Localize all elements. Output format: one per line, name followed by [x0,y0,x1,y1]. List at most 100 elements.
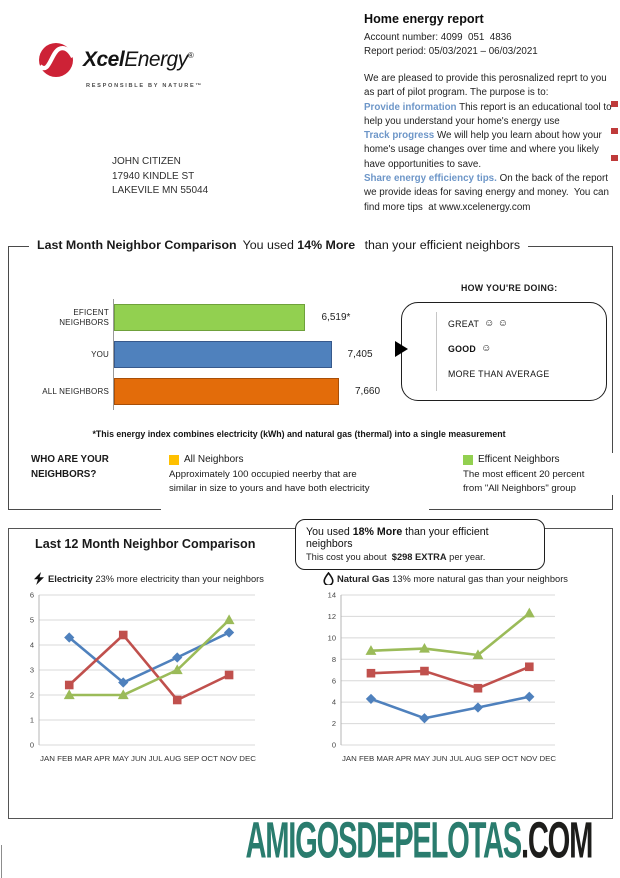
xcel-swirl-icon [38,43,75,77]
intro-text: We will help you learn about how your ho… [364,130,605,170]
svg-text:0: 0 [332,741,336,750]
xcel-energy-logo: XcelEnergy® RESPONSIBLE BY NATURE™ [36,40,203,89]
svg-text:10: 10 [328,633,336,642]
rating-pointer-icon [395,341,408,357]
smiley-icon: ☺ [481,343,492,354]
bar-row: 7,405 [114,336,380,373]
bar-all-neighbors [114,378,339,405]
how-youre-doing-box: GREAT ☺ ☺ GOOD ☺ MORE THAN AVERAGE [395,302,607,401]
usage-more-percent: 18% More [352,526,403,538]
report-header: Home energy report Account number: 4099 … [364,12,616,215]
svg-text:8: 8 [332,655,336,664]
droplet-icon [323,572,334,585]
bar-row: 6,519* [114,299,380,336]
how-youre-doing-title: HOW YOU'RE DOING: [461,283,558,293]
svg-text:14: 14 [328,591,336,600]
svg-text:12: 12 [328,612,336,621]
efficient-neighbors-desc: from "All Neighbors" group [463,482,576,494]
bar-row: 7,660 [114,373,380,410]
bar-category-label: YOU [91,349,109,359]
intro-text: On the back of the report we provide ide… [364,173,612,213]
all-neighbors-label: All Neighbors [184,454,244,465]
rating-level-great: GREAT ☺ ☺ [448,318,509,329]
last-12-month-comparison-section: Last 12 Month Neighbor Comparison You us… [8,519,613,819]
section1-title: Last Month Neighbor Comparison You used 1… [29,238,529,252]
redaction-mark [611,155,618,161]
recipient-name: JOHN CITIZEN [112,156,181,167]
logo-brand-light: Energy [124,48,188,71]
efficient-neighbors-swatch-icon [463,454,473,465]
intro-text: We are pleased to provide this perosnali… [364,73,610,99]
site-watermark: AMIGOSDEPELOTAS.COM [245,810,593,869]
bar-you [114,341,332,368]
watermark-tld: .COM [520,811,593,869]
bar-value-label: 6,519* [321,312,351,323]
svg-text:4: 4 [332,698,336,707]
bar-category-label: ALL NEIGHBORS [42,386,109,396]
intro-link-text: Share energy efficiency tips. [364,173,497,185]
energy-index-footnote: *This energy index combines electricity … [92,429,506,439]
page-edge-line [1,845,2,878]
usage-cost-callout: You used 18% More than your efficient ne… [295,519,545,570]
rating-level-good: GOOD ☺ [448,343,492,354]
legend-all-neighbors: All Neighbors Approximately 100 occupied… [169,453,431,499]
how-box-divider [436,312,437,391]
all-neighbors-desc: similar in size to yours and have both e… [169,482,370,494]
border-gap [161,507,429,511]
svg-text:3: 3 [30,666,34,675]
electricity-line-chart: 0 1 2 3 4 5 6 JAN FEB MAR APR MAY JUN JUL AUG S… [30,591,256,763]
recipient-city: LAKEVILE MN 55044 [112,185,209,196]
svg-text:JAN FEB MAR APR MAY JUN JUL AU: JAN FEB MAR APR MAY JUN JUL AUG SEP OCT … [342,756,556,763]
svg-text:2: 2 [30,691,34,700]
natural-gas-line-chart: 0 2 4 6 8 10 12 14 JAN FEB MAR APR MAY JUN JUL A… [328,591,556,763]
bar-value-label: 7,660 [355,386,381,397]
section1-subtitle-post: than your efficient neighbors [361,238,521,252]
bar-eficent-neighbors [114,304,306,331]
intro-link-text: Provide information [364,101,457,113]
recipient-address: JOHN CITIZEN 17940 KINDLE ST LAKEVILE MN… [112,155,208,199]
svg-text:1: 1 [30,716,34,725]
svg-text:6: 6 [30,591,34,600]
logo-registered-mark: ® [187,51,194,60]
all-neighbors-swatch-icon [169,454,179,465]
section1-subtitle-pre: You used [242,238,298,252]
bar-value-label: 7,405 [347,349,373,360]
all-neighbors-desc: Approximately 100 occupied neerby that a… [169,468,357,480]
svg-text:JAN FEB MAR APR MAY JUN JUL AU: JAN FEB MAR APR MAY JUN JUL AUG SEP OCT … [40,756,256,763]
bar-category-labels: EFICENT NEIGHBORS YOU ALL NEIGHBORS [29,299,109,410]
smiley-icon: ☺ ☺ [484,318,509,329]
last-month-comparison-section: Last Month Neighbor Comparison You used 1… [8,238,615,511]
logo-wordmark: XcelEnergy® [83,48,194,72]
efficient-neighbors-label: Efficent Neighbors [478,454,560,465]
section2-heading: Last 12 Month Neighbor Comparison [35,537,256,551]
intro-text: This report is an educational tool to he… [364,101,615,127]
extra-cost-value: $298 EXTRA [391,552,447,562]
svg-text:5: 5 [30,616,34,625]
report-period: Report period: 05/03/2021 – 06/03/2021 [364,46,538,57]
rating-levels: GREAT ☺ ☺ GOOD ☺ MORE THAN AVERAGE [448,311,600,386]
electricity-caption: Electricity 23% more electricity than yo… [33,572,264,585]
rating-level-more-than-average: MORE THAN AVERAGE [448,368,550,379]
watermark-name: AMIGOSDEPELOTAS [245,811,522,869]
section1-heading: Last Month Neighbor Comparison [37,238,237,252]
natural-gas-caption: Natural Gas 13% more natural gas than yo… [323,572,568,585]
bar-category-label: EFICENT NEIGHBORS [59,307,109,327]
logo-brand-bold: Xcel [83,48,125,71]
svg-text:0: 0 [30,741,34,750]
logo-tagline: RESPONSIBLE BY NATURE™ [86,83,203,89]
recipient-street: 17940 KINDLE ST [112,170,195,182]
who-are-your-neighbors-label: WHO ARE YOUR NEIGHBORS? [31,454,109,480]
intro-link-text: Track progress [364,130,435,142]
svg-text:4: 4 [30,641,34,650]
bar-plot-area: 6,519* 7,405 7,660 [113,299,380,410]
svg-text:2: 2 [332,719,336,728]
report-title: Home energy report [364,12,484,26]
legend-efficient-neighbors: Efficent Neighbors The most efficent 20 … [463,453,615,496]
svg-text:6: 6 [332,676,336,685]
neighbor-comparison-bar-chart: EFICENT NEIGHBORS YOU ALL NEIGHBORS 6,519*… [29,299,380,410]
section1-subtitle-bold: 14% More [297,238,356,252]
redaction-mark [611,101,618,107]
lightning-icon [34,572,44,585]
account-number: Account number: 4099 051 4836 [364,32,512,43]
